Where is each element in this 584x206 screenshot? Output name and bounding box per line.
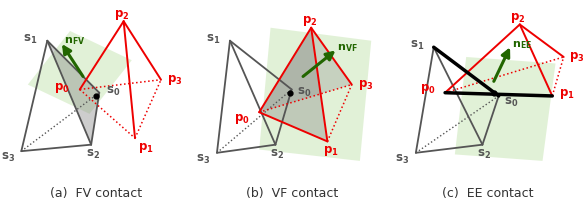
Text: (b)  VF contact: (b) VF contact [246,187,338,200]
Text: $\mathbf{s_2}$: $\mathbf{s_2}$ [477,148,491,161]
Text: $\mathbf{s_3}$: $\mathbf{s_3}$ [395,153,409,166]
Text: $\mathbf{n_{FV}}$: $\mathbf{n_{FV}}$ [64,36,86,47]
Polygon shape [259,28,352,112]
Text: $\mathbf{p_3}$: $\mathbf{p_3}$ [358,78,374,92]
Text: $\mathbf{s_3}$: $\mathbf{s_3}$ [196,153,210,166]
Text: $\mathbf{p_1}$: $\mathbf{p_1}$ [559,87,575,101]
Text: $\mathbf{p_0}$: $\mathbf{p_0}$ [54,81,70,95]
Text: $\mathbf{p_3}$: $\mathbf{p_3}$ [568,50,584,64]
Polygon shape [259,28,371,161]
Text: $\mathbf{p_2}$: $\mathbf{p_2}$ [510,11,526,25]
Text: (a)  FV contact: (a) FV contact [50,187,142,200]
Text: $\mathbf{p_2}$: $\mathbf{p_2}$ [114,8,130,22]
Text: $\mathbf{p_0}$: $\mathbf{p_0}$ [419,82,435,96]
Text: $\mathbf{s_0}$: $\mathbf{s_0}$ [503,96,518,109]
Polygon shape [455,57,555,161]
Text: $\mathbf{p_0}$: $\mathbf{p_0}$ [234,112,249,126]
Text: $\mathbf{p_2}$: $\mathbf{p_2}$ [302,14,317,28]
Polygon shape [259,28,328,142]
Text: (c)  EE contact: (c) EE contact [442,187,533,200]
Text: $\mathbf{s_0}$: $\mathbf{s_0}$ [106,84,120,98]
Text: $\mathbf{s_3}$: $\mathbf{s_3}$ [1,151,15,164]
Text: $\mathbf{s_1}$: $\mathbf{s_1}$ [206,33,220,46]
Polygon shape [47,41,99,145]
Text: $\mathbf{n_{VF}}$: $\mathbf{n_{VF}}$ [337,42,358,54]
Text: $\mathbf{p_1}$: $\mathbf{p_1}$ [323,144,339,158]
Polygon shape [28,31,132,114]
Text: $\mathbf{s_1}$: $\mathbf{s_1}$ [409,39,424,52]
Text: $\mathbf{p_1}$: $\mathbf{p_1}$ [138,141,154,155]
Text: $\mathbf{s_2}$: $\mathbf{s_2}$ [270,148,284,161]
Text: $\mathbf{n_{EE}}$: $\mathbf{n_{EE}}$ [513,40,533,52]
Text: $\mathbf{s_1}$: $\mathbf{s_1}$ [23,33,37,46]
Text: $\mathbf{s_0}$: $\mathbf{s_0}$ [297,86,311,99]
Text: $\mathbf{s_2}$: $\mathbf{s_2}$ [86,148,100,161]
Text: $\mathbf{p_3}$: $\mathbf{p_3}$ [168,73,183,87]
